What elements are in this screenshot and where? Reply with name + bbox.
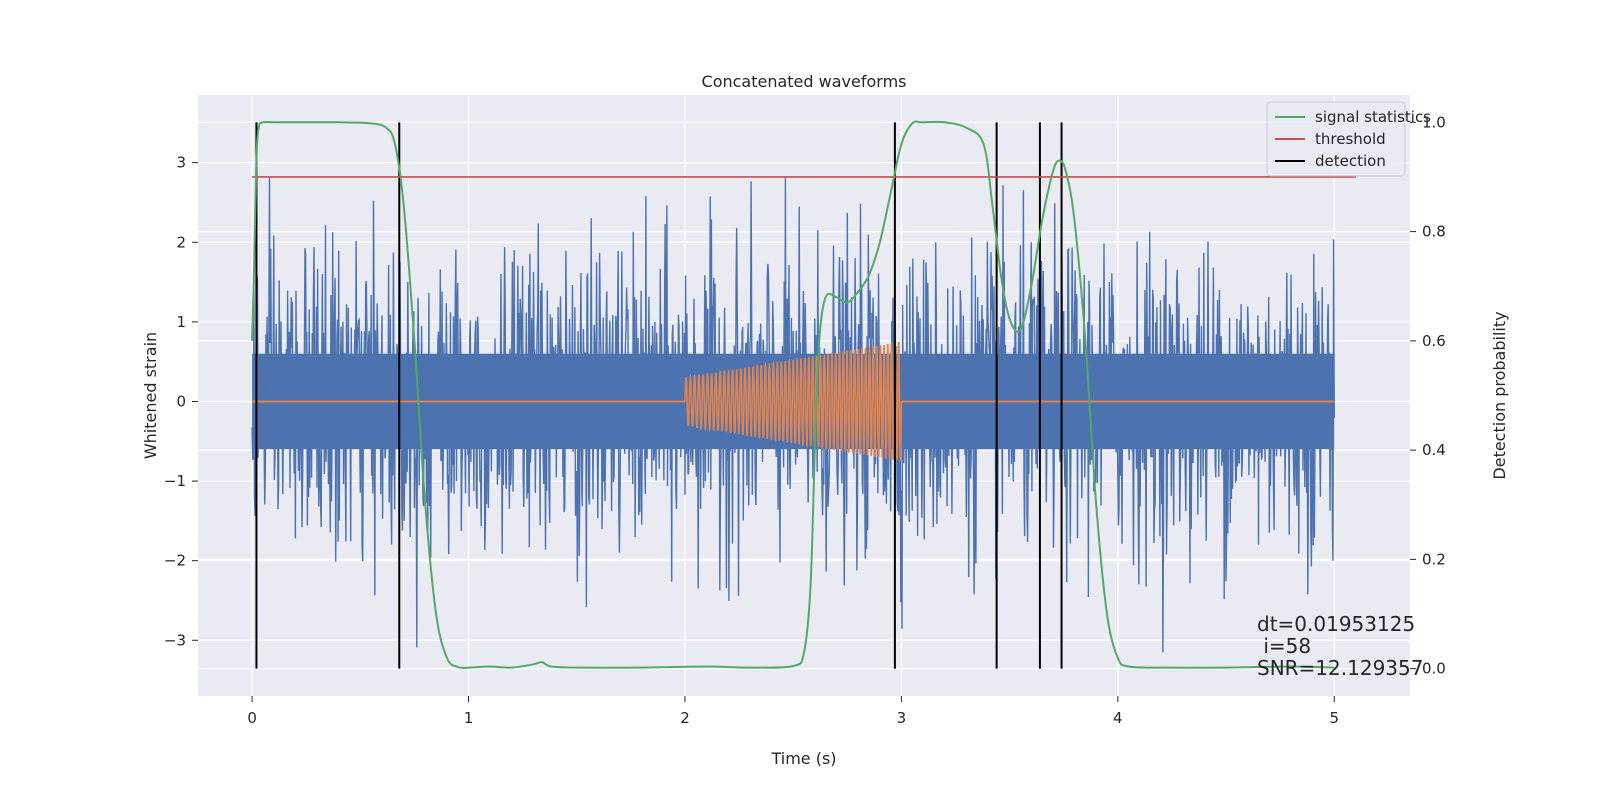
- y2-tick-label: 1.0: [1422, 113, 1446, 131]
- y-tick-label: 3: [176, 154, 186, 172]
- strain-line: [251, 176, 1336, 653]
- y2-tick-label: 0.0: [1422, 660, 1446, 678]
- waveform-series: [252, 341, 1335, 462]
- y2-tick-label: 0.4: [1422, 441, 1446, 459]
- x-tick-label: 1: [464, 709, 474, 727]
- statistics-series: [251, 120, 1335, 669]
- y-tick-label: 2: [176, 233, 186, 251]
- x-tick-label: 2: [680, 709, 690, 727]
- x-tick-label: 5: [1329, 709, 1339, 727]
- x-tick-label: 3: [897, 709, 907, 727]
- y-tick-label: −3: [164, 631, 186, 649]
- y-tick-label: 0: [176, 392, 186, 410]
- x-tick-label: 0: [247, 709, 257, 727]
- legend-label-threshold: threshold: [1315, 130, 1386, 148]
- y2-axis-label: Detection probability: [1490, 311, 1509, 479]
- x-axis-label: Time (s): [770, 749, 836, 768]
- y2-tick-label: 0.2: [1422, 550, 1446, 568]
- legend-box: [1266, 101, 1406, 177]
- detection-series: [255, 122, 1063, 669]
- y2-tick-label: 0.8: [1422, 223, 1446, 241]
- waveform-chirp: [684, 341, 903, 462]
- annotation-snr: SNR=12.129357: [1257, 656, 1423, 680]
- annotation-index: i=58: [1257, 634, 1311, 658]
- y-axis-label: Whitened strain: [141, 332, 160, 459]
- y-tick-label: −2: [164, 552, 186, 570]
- annotation-dt: dt=0.01953125: [1257, 612, 1415, 636]
- x-tick-label: 4: [1113, 709, 1123, 727]
- y2-tick-label: 0.6: [1422, 332, 1446, 350]
- legend-label-statistics: signal statistics: [1315, 108, 1431, 126]
- y-tick-label: −1: [164, 472, 186, 490]
- axis-ticks: 0 1 2 3 4 5 −3 −2 −1 0 1 2 3 0.0 0.2 0.4 0.6 0.8 1.0: [164, 113, 1446, 727]
- legend-label-detection: detection: [1315, 152, 1386, 170]
- legend: signal statistics threshold detection: [1266, 101, 1431, 177]
- statistics-line: [251, 120, 1335, 669]
- y-tick-label: 1: [176, 313, 186, 331]
- chart-title: Concatenated waveforms: [702, 72, 907, 91]
